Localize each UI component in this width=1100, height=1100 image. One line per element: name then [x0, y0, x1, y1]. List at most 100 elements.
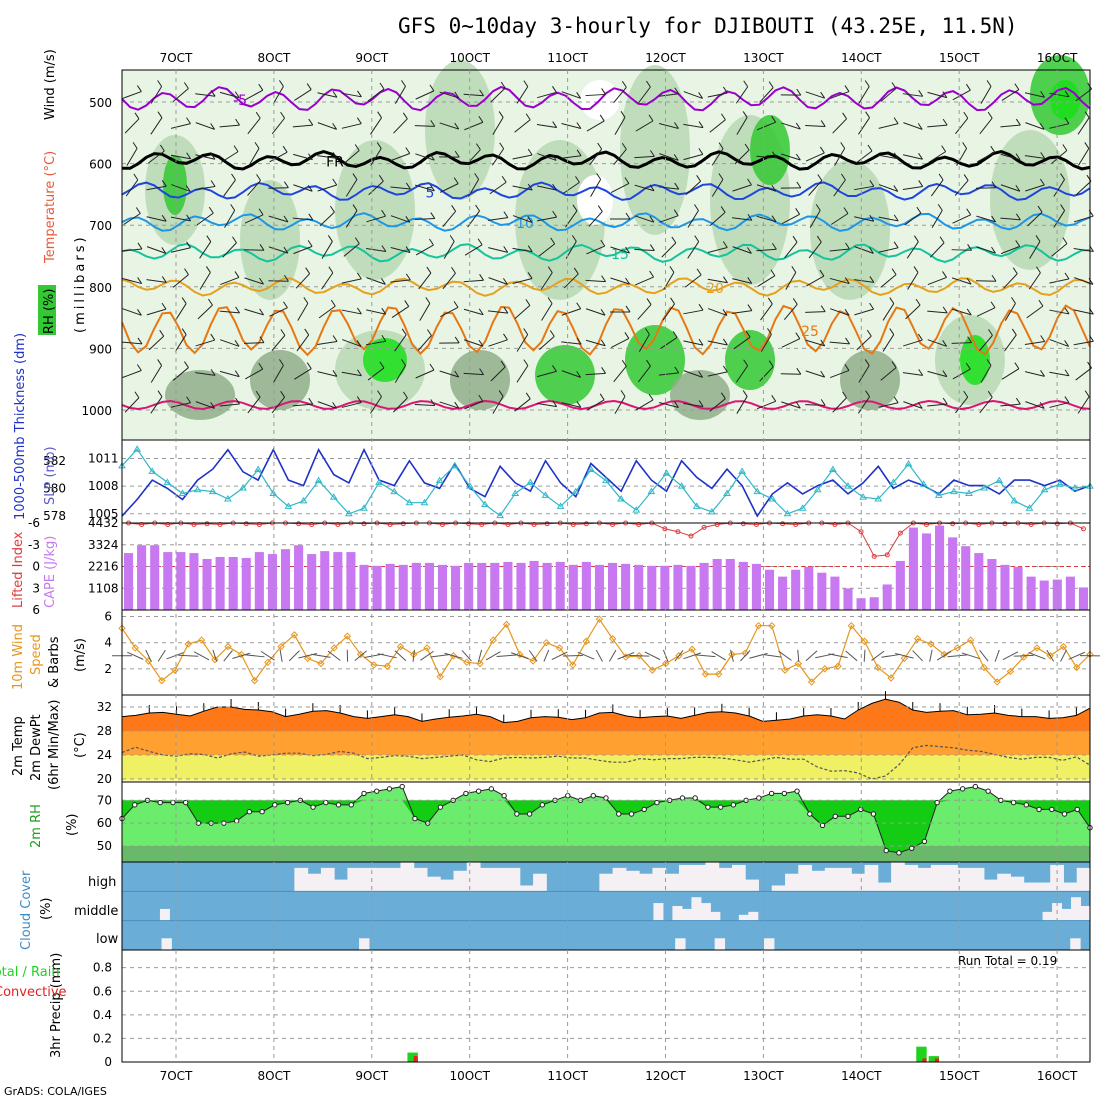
cape-bar — [1013, 566, 1023, 610]
wind-barb — [784, 241, 798, 259]
wind-barb-flag — [233, 145, 239, 152]
wind-barb-flag — [816, 235, 822, 243]
cloud-cell — [771, 885, 786, 892]
wind-barb — [734, 149, 750, 165]
wind-barb-flag — [645, 80, 651, 88]
wind-barb — [1049, 123, 1070, 129]
wind-barb — [610, 183, 630, 193]
wind-barb — [317, 371, 338, 377]
wind-barb-flag — [523, 359, 529, 366]
wind-barb-flag — [747, 213, 753, 221]
wind-barb-flag — [963, 111, 969, 119]
cloud-cell — [359, 938, 370, 950]
wind-barb-10m — [496, 654, 517, 657]
wind-barb-10m — [412, 649, 415, 662]
wind-barb-flag — [405, 216, 411, 223]
wind-tick-label: 6 — [104, 610, 112, 624]
wind-barb-flag — [332, 90, 338, 98]
wind-tick-label: 2 — [104, 662, 112, 676]
wind-barb — [195, 122, 215, 130]
wind-barb — [975, 280, 997, 282]
wind-barb-flag — [698, 303, 704, 311]
wind-barb — [296, 334, 310, 352]
wind-barb — [1049, 278, 1070, 284]
wind-barb-flag — [1011, 328, 1017, 336]
wind-barb — [244, 277, 264, 285]
cape-bar — [215, 556, 225, 610]
wind-barb-flag — [796, 367, 802, 375]
rh2m-point — [781, 790, 788, 797]
wind-barb-flag — [134, 391, 140, 399]
lifted-index-point — [897, 530, 903, 536]
wind10-labels: 10m Wind Speed & Barbs (m/s) — [11, 624, 88, 690]
wind-barb — [658, 372, 679, 376]
wind-barb — [366, 277, 386, 285]
wind-barb-flag — [599, 393, 605, 401]
wind-barb-flag — [572, 204, 578, 212]
wind-barb-flag — [181, 328, 187, 335]
wind-barb — [490, 87, 506, 103]
cloud-cell — [320, 867, 335, 892]
wind-barb — [219, 91, 240, 99]
wind-speed-point — [264, 658, 272, 667]
lifted-index-point — [753, 521, 759, 527]
wind-barb — [1000, 153, 1021, 161]
wind-barb-flag — [963, 390, 969, 398]
wind-speed-point — [476, 659, 484, 668]
wind-barb-flag — [869, 276, 875, 283]
cloud-cell — [678, 864, 693, 892]
rh2m-point — [921, 838, 928, 845]
slp-point — [148, 467, 157, 474]
rh-contour-area — [810, 160, 890, 300]
wind-barb — [393, 118, 408, 134]
wind-barb-flag — [503, 278, 508, 285]
wind-barb — [516, 365, 529, 383]
wind-barb-flag — [599, 114, 605, 122]
wind-barb — [122, 248, 142, 252]
wind-barb-flag — [357, 369, 362, 377]
rh2m-point — [437, 804, 444, 810]
slp-tick-label: 1005 — [88, 507, 119, 521]
wind-barb-flag — [475, 143, 481, 150]
wind-barb — [634, 184, 655, 192]
wind-barb-flag — [1014, 83, 1020, 90]
wind-barb — [195, 93, 216, 97]
wind-barb — [366, 248, 386, 252]
wind-barb-flag — [937, 204, 943, 211]
cloud-cell — [360, 867, 375, 892]
wind-barb-flag — [478, 394, 484, 402]
wind-barb-flag — [866, 329, 872, 337]
wind-barb-flag — [308, 397, 314, 405]
wind-barb — [613, 365, 627, 383]
wind-barb-flag — [210, 369, 216, 376]
wind-barb — [610, 246, 630, 254]
wind-barb — [537, 153, 557, 161]
wind-barb-flag — [674, 87, 680, 95]
wind-barb-flag — [352, 173, 358, 180]
wind-barb-10m — [1013, 654, 1034, 657]
wind-barb-10m — [528, 649, 538, 662]
wind-barb — [292, 403, 313, 407]
wind-barb — [658, 402, 679, 408]
rh2m-point — [182, 799, 189, 806]
slp-point — [496, 511, 505, 519]
wind-barb — [271, 335, 286, 351]
wind-barb — [1026, 305, 1044, 319]
wind-barb — [1004, 334, 1017, 352]
lifted-index-point — [531, 521, 537, 527]
wind-barb-flag — [404, 300, 410, 307]
wind-barb-10m — [749, 652, 768, 659]
wind-barb — [319, 211, 335, 227]
wind-barb — [683, 370, 703, 378]
wind-speed-point — [993, 678, 1001, 686]
wind-barb-10m — [711, 651, 727, 661]
wind-speed-point — [410, 650, 418, 659]
wind-barb-flag — [893, 152, 899, 160]
lifted-index-point — [740, 521, 746, 527]
wind-barb-flag — [1011, 297, 1016, 304]
wind-barb — [1028, 272, 1041, 290]
wind-barb-flag — [205, 266, 211, 273]
wind-barb — [195, 372, 216, 376]
wind-barb-flag — [990, 145, 996, 153]
slp-point — [481, 500, 489, 508]
